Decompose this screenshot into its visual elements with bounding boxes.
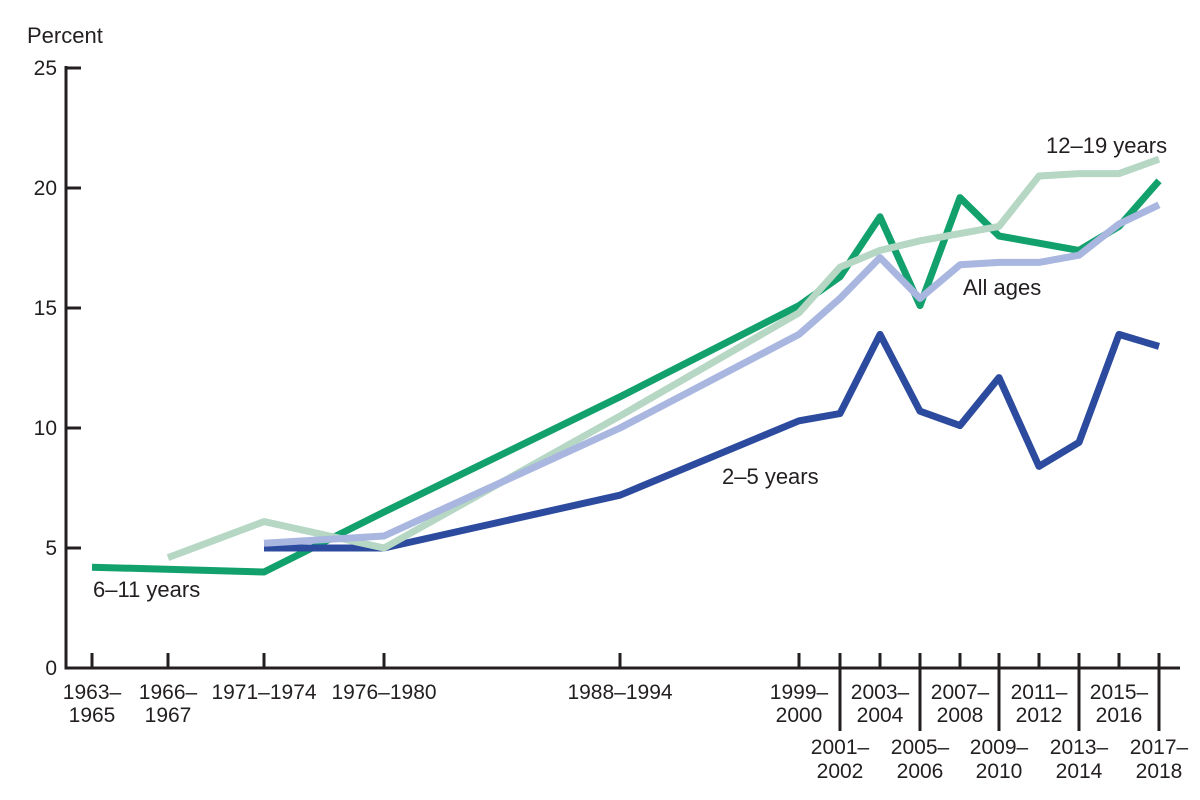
x-label-1999-2000-line2: 2000 — [776, 704, 823, 727]
x-label-2013-2014-line2: 2014 — [1056, 760, 1103, 783]
x-label-2005-2006-line1: 2005– — [891, 736, 950, 759]
x-label-2017-2018-line1: 2017– — [1130, 736, 1189, 759]
series-line-12-19-years — [166, 155, 1161, 561]
y-tick-label-0: 0 — [45, 657, 57, 680]
x-label-1966-1967-line2: 1967 — [145, 704, 192, 727]
x-label-2001-2002-line1: 2001– — [811, 736, 870, 759]
x-label-2003-2004-line2: 2004 — [857, 704, 904, 727]
series-label-6-11-years: 6–11 years — [93, 577, 200, 602]
x-label-1971-1974-line1: 1971–1974 — [211, 681, 316, 704]
x-label-2007-2008-line2: 2008 — [937, 704, 984, 727]
x-label-2005-2006-line2: 2006 — [897, 760, 944, 783]
x-label-2013-2014-line1: 2013– — [1050, 736, 1109, 759]
x-label-2017-2018-line2: 2018 — [1136, 760, 1183, 783]
series-label-2-5-years: 2–5 years — [722, 464, 819, 489]
x-label-1999-2000-line1: 1999– — [770, 681, 829, 704]
y-tick-label-5: 5 — [45, 537, 57, 560]
x-label-1963-1965-line2: 1965 — [69, 704, 116, 727]
series-label-12-19-years: 12–19 years — [1046, 133, 1167, 158]
x-label-1966-1967-line1: 1966– — [139, 681, 198, 704]
x-label-2007-2008-line1: 2007– — [931, 681, 990, 704]
x-label-1976-1980-line1: 1976–1980 — [331, 681, 436, 704]
series-line-2-5-years — [264, 330, 1161, 552]
x-label-2011-2012-line1: 2011– — [1011, 681, 1068, 704]
x-label-1988-1994-line1: 1988–1994 — [567, 681, 672, 704]
series-label-all-ages: All ages — [963, 275, 1041, 300]
series-line-all-ages — [263, 201, 1161, 547]
y-tick-label-15: 15 — [34, 297, 57, 320]
x-label-1963-1965-line1: 1963– — [63, 681, 122, 704]
x-label-2015-2016-line1: 2015– — [1090, 681, 1149, 704]
series-line-6-11-years — [91, 178, 1162, 576]
y-tick-label-25: 25 — [34, 57, 57, 80]
x-label-2003-2004-line1: 2003– — [851, 681, 910, 704]
x-label-2001-2002-line2: 2002 — [817, 760, 864, 783]
x-label-2009-2010-line2: 2010 — [976, 760, 1023, 783]
x-label-2009-2010-line1: 2009– — [970, 736, 1029, 759]
y-tick-label-10: 10 — [34, 417, 57, 440]
y-axis-title: Percent — [27, 23, 103, 48]
y-tick-label-20: 20 — [34, 177, 57, 200]
x-label-2011-2012-line2: 2012 — [1016, 704, 1063, 727]
x-label-2015-2016-line2: 2016 — [1096, 704, 1143, 727]
